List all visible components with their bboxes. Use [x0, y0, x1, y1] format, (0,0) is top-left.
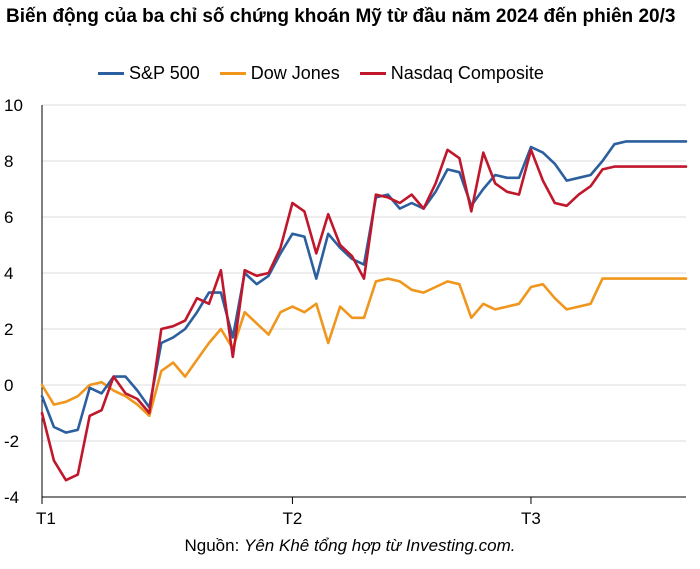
x-tick-label: T3 — [521, 509, 541, 528]
y-tick-label: -4 — [4, 488, 19, 507]
legend-item-sp500: S&P 500 — [98, 63, 200, 84]
legend-item-nasdaq: Nasdaq Composite — [359, 62, 544, 84]
legend-label-dow-jones: Dow Jones — [250, 62, 340, 83]
y-tick-label: 6 — [4, 208, 13, 227]
source-text: Yên Khê tổng hợp từ Investing.com. — [244, 536, 516, 555]
x-tick-label: T2 — [283, 509, 303, 528]
legend-swatch-dow-jones — [219, 71, 246, 75]
x-tick-label: T1 — [36, 509, 56, 528]
y-tick-label: 8 — [4, 152, 13, 171]
legend-label-sp500: S&P 500 — [129, 62, 200, 83]
chart-legend: S&P 500 Dow Jones Nasdaq Composite — [98, 61, 564, 85]
y-tick-label: 2 — [4, 320, 13, 339]
legend-label-nasdaq: Nasdaq Composite — [390, 62, 544, 83]
series-line-s-p-500 — [40, 140, 688, 434]
series-line-dow-jones — [40, 277, 688, 418]
source-prefix: Nguồn: — [184, 536, 245, 555]
source-note: Nguồn: Yên Khê tổng hợp từ Investing.com… — [0, 536, 700, 556]
legend-item-dow-jones: Dow Jones — [219, 62, 340, 84]
y-tick-label: -2 — [4, 432, 19, 451]
y-tick-label: 0 — [4, 376, 13, 395]
y-tick-label: 10 — [4, 96, 23, 115]
chart-title: Biến động của ba chỉ số chứng khoán Mỹ t… — [6, 6, 676, 27]
legend-swatch-nasdaq — [359, 71, 386, 75]
legend-swatch-sp500 — [98, 71, 124, 75]
y-tick-label: 4 — [4, 264, 13, 283]
series-line-nasdaq-composite — [40, 148, 688, 482]
